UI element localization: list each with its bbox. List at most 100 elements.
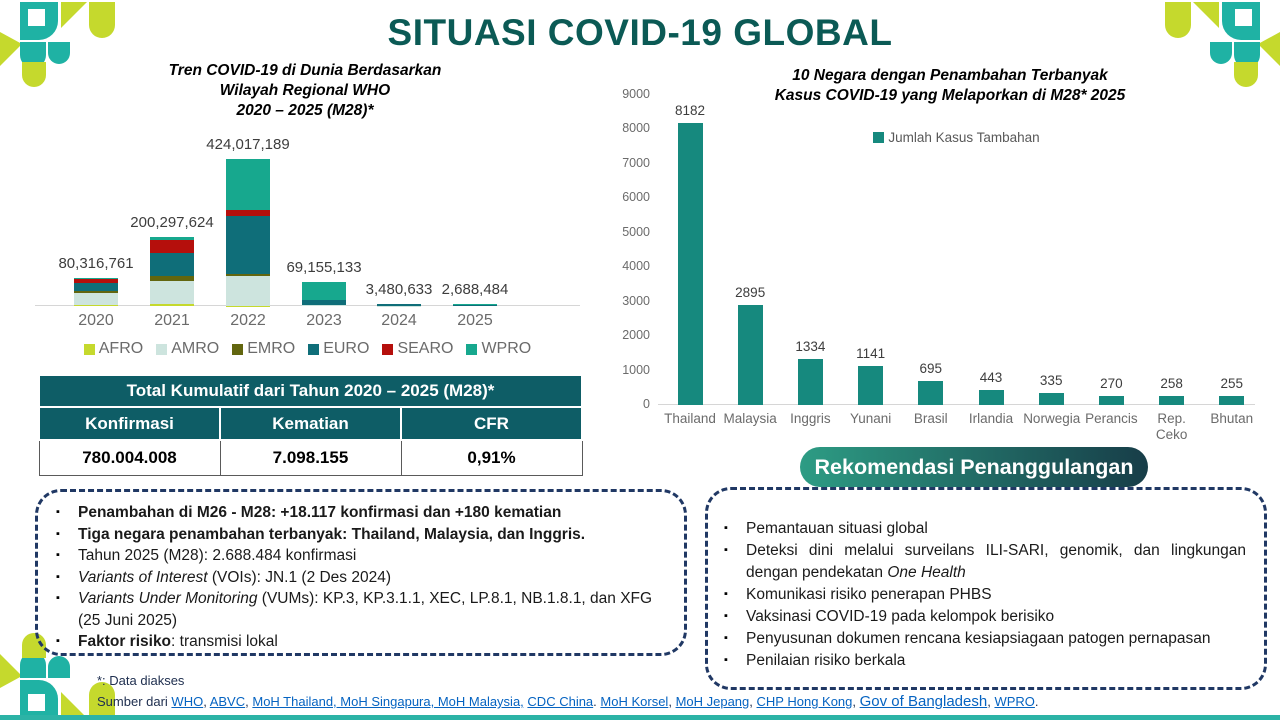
bullet-text: Penambahan di M26 - M28: +18.117 konfirm… <box>78 502 561 524</box>
chart-title-line: Tren COVID-19 di Dunia Berdasarkan <box>168 62 442 79</box>
country-bar <box>1038 393 1064 405</box>
country-bar <box>918 381 944 405</box>
bar-value-label: 255 <box>1220 376 1244 392</box>
bullet-text: Tiga negara penambahan terbanyak: Thaila… <box>78 524 585 546</box>
country-bar <box>858 365 884 405</box>
bar-value-label: 270 <box>1100 375 1123 391</box>
legend-swatch <box>466 343 478 355</box>
source-link[interactable]: MoH Jepang <box>675 694 750 709</box>
source-link[interactable]: Gov of Bangladesh <box>859 693 988 710</box>
x-axis-label: 2024 <box>381 312 417 329</box>
source-link[interactable]: MoH Thailand, MoH Singapura, MoH Malaysi… <box>252 694 524 709</box>
legend-label: Jumlah Kasus Tambahan <box>888 130 1040 145</box>
y-tick-label: 2000 <box>622 328 650 343</box>
bar-segment-wpro <box>377 303 421 305</box>
top10-chart-y-axis: 0 1000 2000 3000 4000 5000 6000 7000 8000 9000 <box>600 87 650 411</box>
x-axis-label: Yunani <box>849 411 892 426</box>
source-link[interactable]: MoH Korsel <box>600 694 669 709</box>
top10-chart-plot: 8182 2895 1334 1141 695 443 335 270 258 255 <box>658 95 1255 405</box>
top10-chart-x-labels: Thailand Malaysia Inggris Yunani Brasil Irlan… <box>658 411 1255 445</box>
text-segment: Variants Under Monitoring <box>78 590 258 607</box>
bullet-text: Vaksinasi COVID-19 pada kelompok berisik… <box>746 606 1246 628</box>
recommendations-header: Rekomendasi Penanggulangan <box>800 447 1148 487</box>
page-title: SITUASI COVID-19 GLOBAL <box>387 12 893 53</box>
x-axis-label: 2023 <box>306 312 342 329</box>
bottom-accent-bar <box>0 715 1280 720</box>
text-segment: Pemantauan situasi global <box>746 520 928 537</box>
legend-item: WPRO <box>466 340 531 358</box>
bar-segment-euro <box>377 304 421 306</box>
legend-label: AFRO <box>98 340 144 357</box>
x-axis-label: Irlandia <box>968 411 1014 426</box>
bar-segment-searo <box>74 278 118 283</box>
legend-item: SEARO <box>382 340 453 358</box>
list-item: ▪ Penyusunan dokumen rencana kesiapsiagaa… <box>724 628 1246 650</box>
bar-segment-amro <box>302 304 346 306</box>
x-axis-label: Norwegia <box>1023 411 1081 426</box>
bullet-marker: ▪ <box>724 544 728 556</box>
legend-item: AMRO <box>156 340 219 358</box>
x-axis-label: Inggris <box>790 411 831 426</box>
x-axis-label: Bhutan <box>1210 411 1254 426</box>
y-tick-label: 6000 <box>622 190 650 205</box>
text-segment: Vaksinasi COVID-19 pada kelompok berisik… <box>746 608 1055 625</box>
x-axis-line <box>658 404 1255 405</box>
legend-swatch <box>873 132 885 143</box>
stacked-bar <box>302 282 346 306</box>
text-segment: One Health <box>887 564 966 581</box>
list-item: ▪ Variants Under Monitoring (VUMs): KP.3,… <box>56 588 668 631</box>
bar-value-label: 69,155,133 <box>286 259 362 277</box>
table-header-cell: Konfirmasi <box>38 406 221 441</box>
stacked-bar <box>150 236 194 306</box>
bar-value-label: 1334 <box>795 339 826 355</box>
bar-value-label: 80,316,761 <box>58 255 134 273</box>
country-bar <box>1219 396 1245 405</box>
legend-swatch <box>156 343 168 355</box>
who-region-chart-legend: AFRO AMRO EMRO EURO SEARO WPRO <box>35 340 580 358</box>
bar-value-label: 1141 <box>856 345 886 361</box>
source-link[interactable]: CDC China <box>527 694 594 709</box>
table-value-row: 780.004.008 7.098.155 0,91% <box>38 439 583 476</box>
source-link[interactable]: ABVC <box>209 694 246 709</box>
chart-title-line: 2020 – 2025 (M28)* <box>236 102 374 119</box>
bar-segment-emro <box>74 291 118 293</box>
source-link[interactable]: WHO <box>171 694 204 709</box>
text-segment: Tahun 2025 (M28): 2.688.484 konfirmasi <box>78 547 357 564</box>
x-axis-label: Brasil <box>913 411 948 426</box>
legend-label: EMRO <box>247 340 296 357</box>
list-item: ▪ Deteksi dini melalui surveilans ILI-SAR… <box>724 540 1246 584</box>
bar-segment-euro <box>150 252 194 277</box>
bar-segment-euro <box>226 215 270 274</box>
source-link[interactable]: CHP Hong Kong <box>756 694 853 709</box>
decorative-logo-top-right <box>1165 2 1280 87</box>
country-bar <box>677 123 703 405</box>
recommendations-box: ▪ Pemantauan situasi global ▪ Deteksi dini … <box>705 487 1267 690</box>
bullet-text: Faktor risiko: transmisi lokal <box>78 631 278 653</box>
legend-item: EMRO <box>232 340 295 358</box>
bullet-marker: ▪ <box>56 506 60 518</box>
country-bar <box>737 305 763 405</box>
source-text: Sumber dari <box>97 694 172 709</box>
list-item: ▪ Faktor risiko: transmisi lokal <box>56 631 668 653</box>
text-segment: Tiga negara penambahan terbanyak: Thaila… <box>78 525 586 543</box>
table-header-cell: CFR <box>400 406 583 441</box>
text-segment: Deteksi dini melalui surveilans ILI-SARI… <box>746 542 1246 581</box>
bullet-text: Penilaian risiko berkala <box>746 650 1246 672</box>
source-text: , <box>203 694 210 709</box>
x-axis-label: 2022 <box>230 312 266 329</box>
x-axis-label: Malaysia <box>723 411 777 426</box>
top10-chart-title: 10 Negara dengan Penambahan Terbanyak Kas… <box>700 66 1200 106</box>
y-tick-label: 1000 <box>622 362 650 377</box>
bar-value-label: 8182 <box>674 103 706 119</box>
text-segment: : transmisi lokal <box>171 633 278 650</box>
legend-item: EURO <box>308 340 369 358</box>
bar-segment-amro <box>150 280 194 305</box>
bullet-marker: ▪ <box>724 610 728 622</box>
bar-value-label: 3,480,633 <box>365 280 433 298</box>
source-link[interactable]: WPRO <box>994 694 1035 709</box>
y-tick-label: 8000 <box>622 121 650 136</box>
bullet-marker: ▪ <box>56 549 60 561</box>
y-tick-label: 9000 <box>622 87 650 101</box>
bullet-marker: ▪ <box>56 527 60 540</box>
